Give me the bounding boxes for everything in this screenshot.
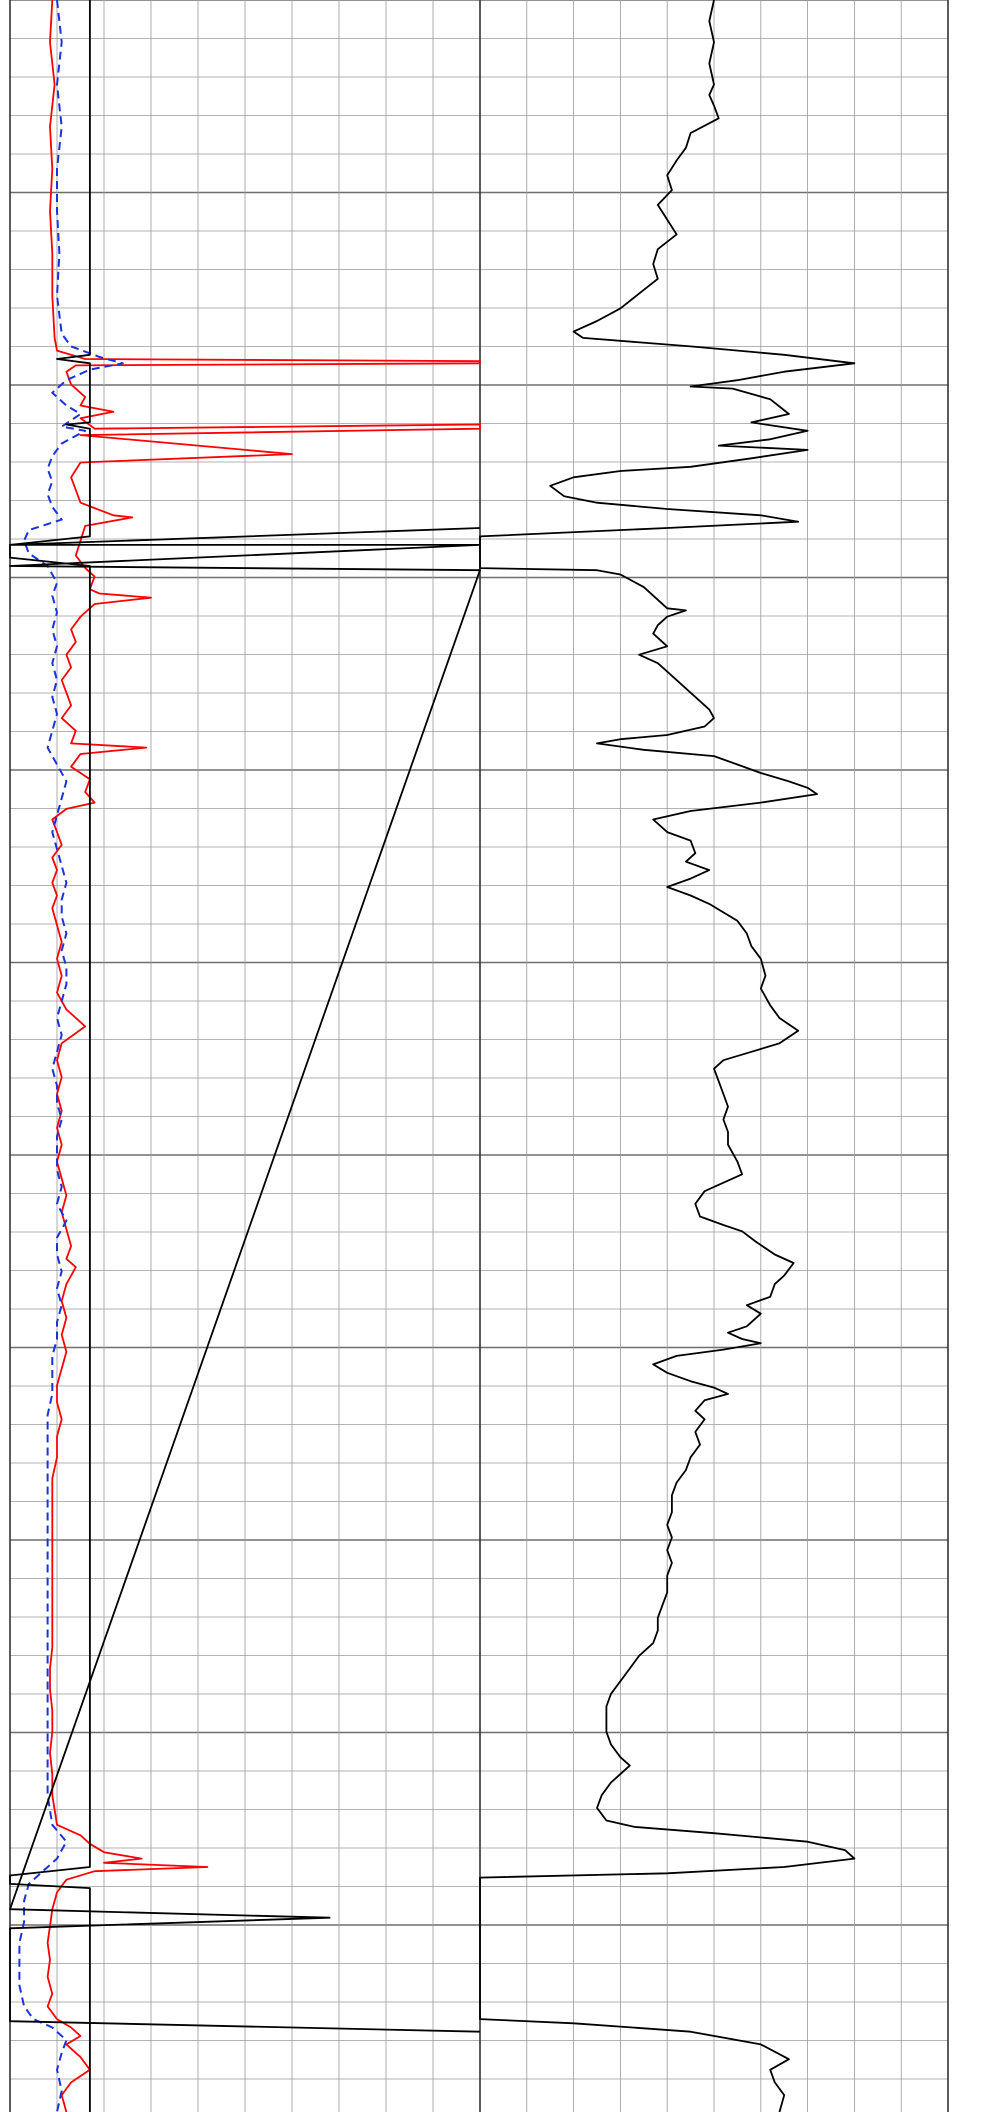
curve-left-black-line (9, 0, 91, 2112)
curve-left-black-line (9, 527, 481, 2033)
curve-right-black-line (479, 0, 856, 2112)
curve-left-red-line (46, 0, 481, 2112)
grid (9, 0, 949, 2112)
curves (9, 0, 856, 2112)
